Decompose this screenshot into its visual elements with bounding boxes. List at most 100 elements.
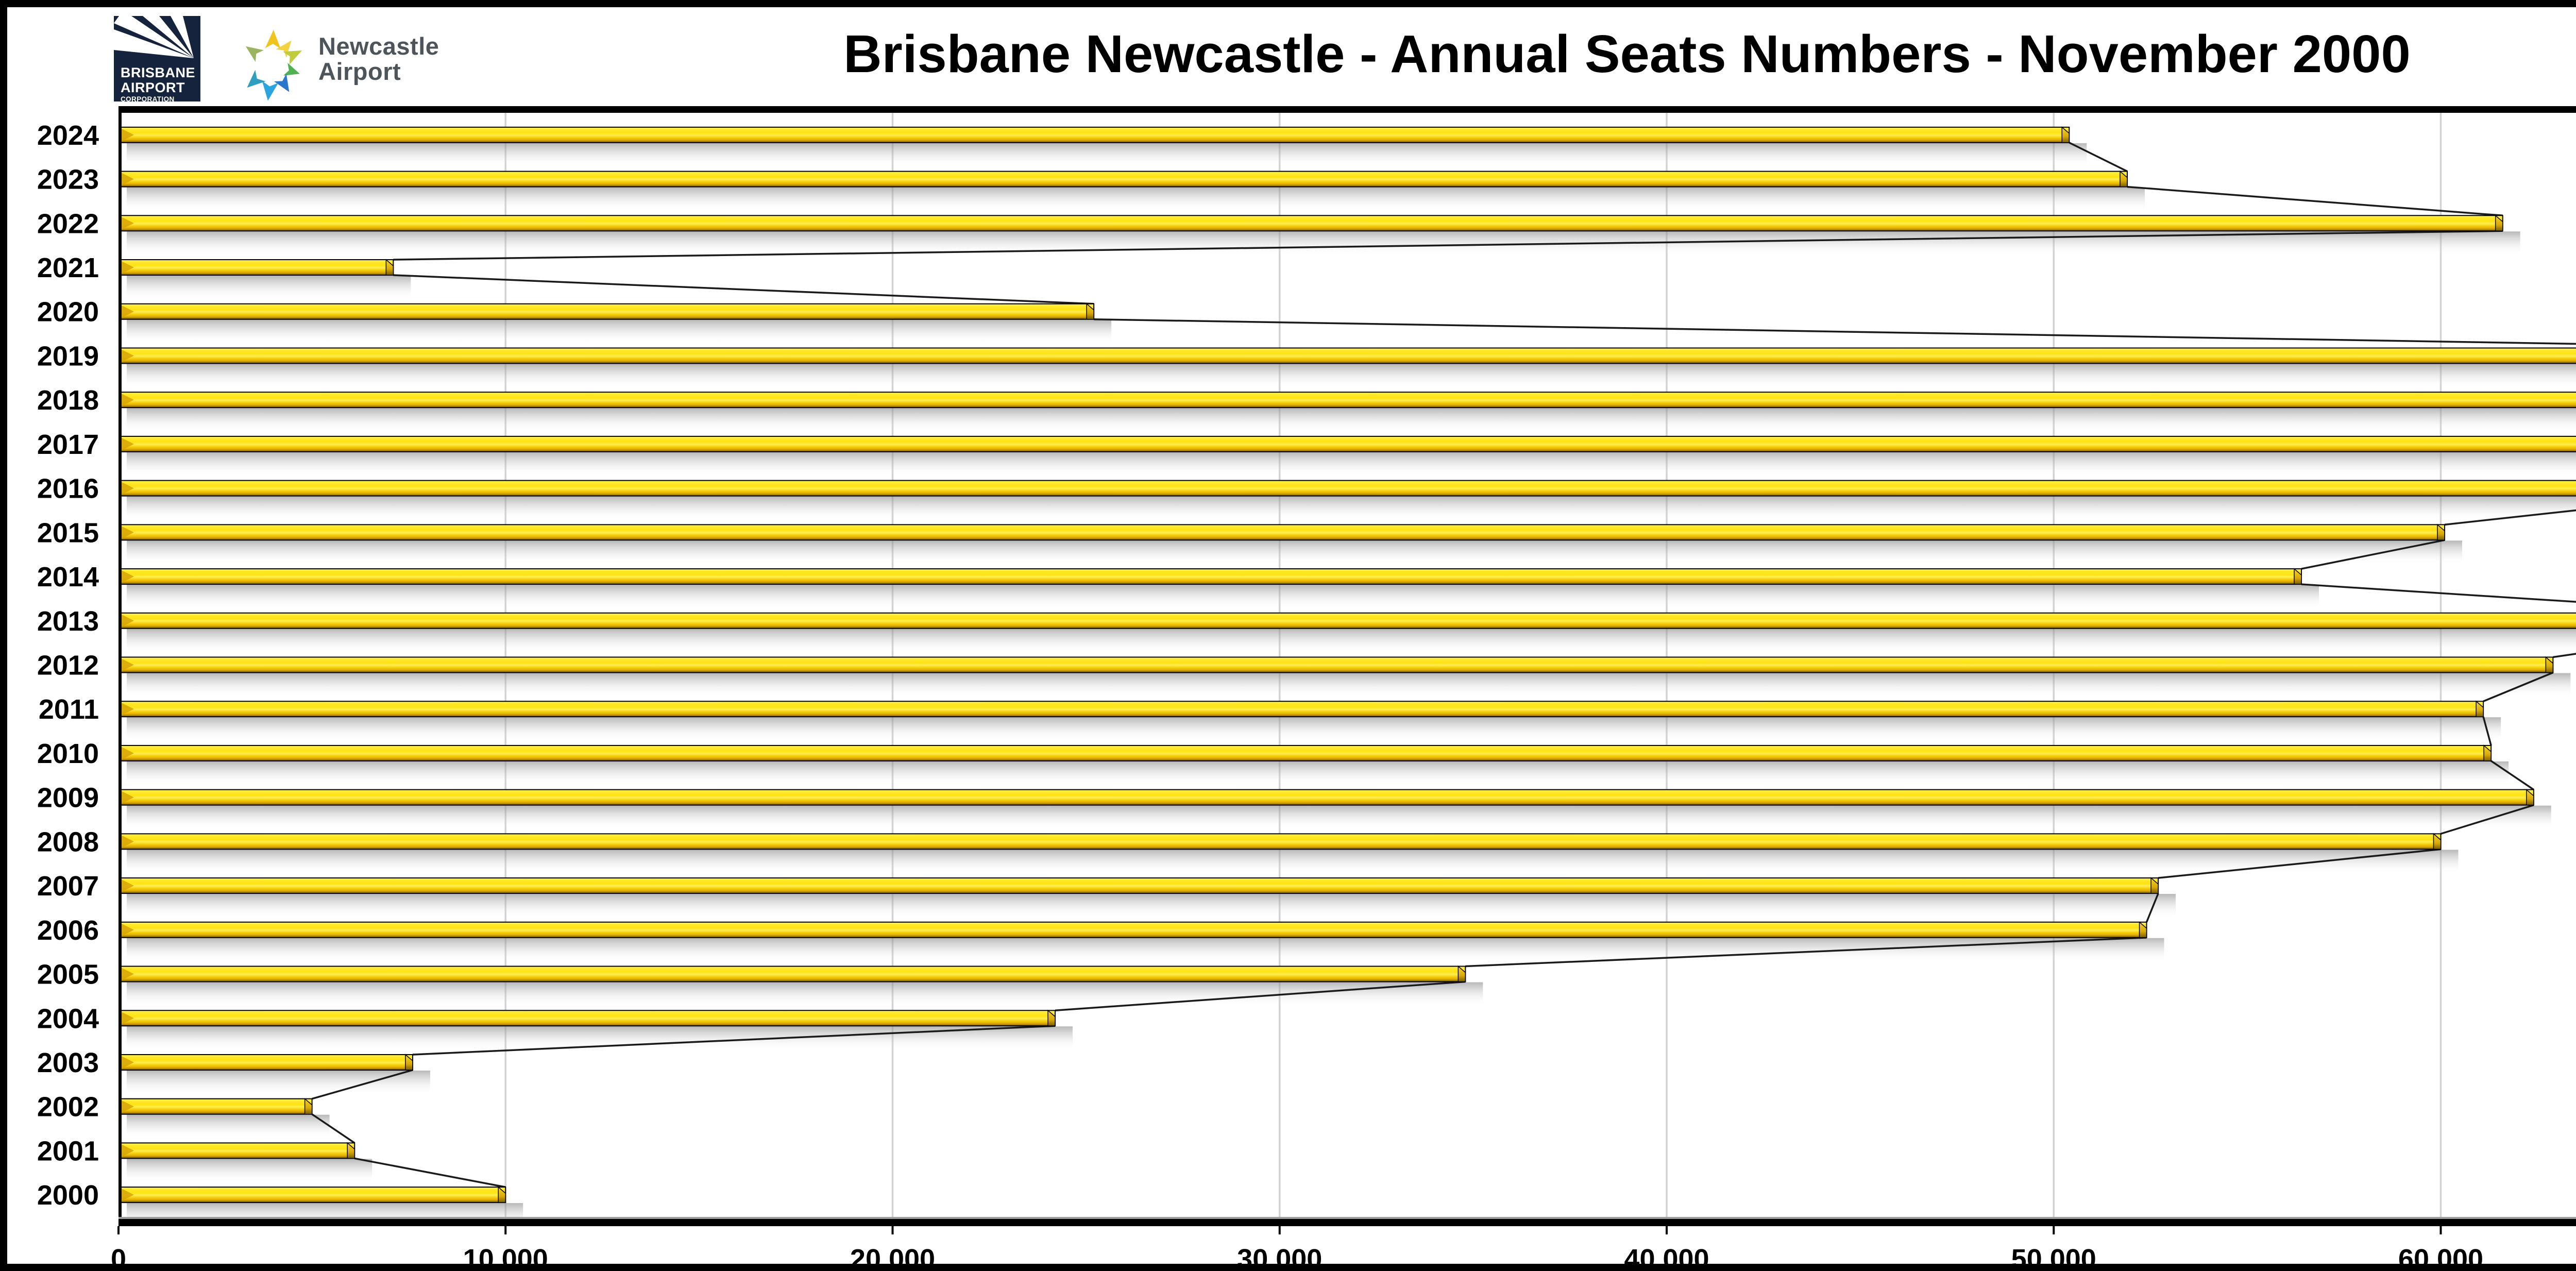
y-category-label-2011: 2011	[39, 694, 99, 725]
header: BRISBANE AIRPORT CORPORATION Newcastle	[7, 7, 2576, 106]
bar-end-cap-2009	[2526, 789, 2534, 806]
bar-row-2021	[120, 259, 394, 276]
y-category-label-2012: 2012	[37, 650, 99, 681]
x-tick-label-30000: 30,000	[1237, 1244, 1322, 1271]
bar-2018	[120, 392, 2576, 409]
x-tick-50000	[2053, 1226, 2055, 1234]
bar-row-2018	[120, 392, 2576, 409]
y-category-label-2019: 2019	[37, 341, 99, 371]
x-axis-line	[118, 1219, 2576, 1226]
connector-2004-2003	[412, 1025, 1056, 1056]
y-category-label-2010: 2010	[37, 738, 99, 769]
bar-left-bevel-2013	[122, 614, 134, 627]
bar-2013	[120, 612, 2576, 629]
bar-2001	[120, 1142, 355, 1159]
bar-left-bevel-2001	[122, 1144, 134, 1157]
bar-left-bevel-2008	[122, 835, 134, 848]
y-category-label-2013: 2013	[37, 606, 99, 637]
bar-2006	[120, 921, 2147, 938]
y-category-label-2021: 2021	[37, 252, 99, 283]
bar-shadow-2012	[127, 673, 2571, 697]
bar-row-2022	[120, 214, 2503, 232]
bar-shadow-2019	[127, 364, 2576, 388]
bar-2014	[120, 568, 2302, 585]
brisbane-logo-text-1: BRISBANE	[121, 65, 196, 80]
bar-left-bevel-2018	[122, 394, 134, 406]
connector-2011-2010	[2482, 716, 2492, 746]
bar-row-2017	[120, 435, 2576, 452]
bar-shadows	[127, 143, 2576, 1227]
bar-end-cap-2024	[2061, 126, 2070, 143]
newcastle-star-icon	[245, 30, 302, 101]
bar-left-bevel-2014	[122, 570, 134, 583]
y-category-label-2008: 2008	[37, 826, 99, 857]
x-tick-label-20000: 20,000	[850, 1244, 935, 1271]
connector-2009-2008	[2440, 804, 2534, 835]
brisbane-logo-text-3: CORPORATION	[121, 95, 175, 103]
y-category-label-2009: 2009	[37, 783, 99, 814]
connector-2015-2014	[2301, 539, 2445, 570]
bar-end-cap-2002	[304, 1098, 313, 1115]
bar-shadow-2021	[127, 276, 411, 300]
bar-end-cap-2023	[2120, 170, 2128, 188]
x-axis-shadow-line	[118, 1217, 2576, 1219]
bar-2009	[120, 789, 2534, 806]
bar-row-2016	[120, 480, 2576, 497]
bar-2016	[120, 480, 2576, 497]
x-tick-20000	[891, 1226, 894, 1234]
connector-2023-2022	[2127, 185, 2503, 217]
bar-shadow-2009	[127, 805, 2551, 829]
bar-end-cap-2010	[2483, 744, 2492, 761]
connector-2002-2001	[311, 1113, 355, 1144]
bar-row-2004	[120, 1009, 1056, 1027]
bar-shadow-2023	[127, 187, 2145, 211]
bar-left-bevel-2003	[122, 1056, 134, 1069]
bar-2021	[120, 259, 394, 276]
bar-shadow-2007	[127, 894, 2176, 918]
bar-row-2019	[120, 347, 2576, 364]
brisbane-airport-logo: BRISBANE AIRPORT CORPORATION	[114, 16, 200, 103]
bar-left-bevel-2017	[122, 437, 134, 450]
plot-top-border	[118, 106, 2576, 113]
bar-row-2006	[120, 921, 2147, 938]
bar-end-cap-2015	[2437, 523, 2445, 541]
y-category-label-2003: 2003	[37, 1047, 99, 1078]
bar-end-cap-2014	[2294, 568, 2302, 585]
bar-2023	[120, 171, 2128, 188]
bar-row-2000	[120, 1186, 506, 1204]
bar-end-cap-2004	[1047, 1009, 1056, 1027]
bar-2022	[120, 215, 2503, 232]
bar-2007	[120, 877, 2159, 894]
y-category-label-2001: 2001	[37, 1136, 99, 1166]
bar-shadow-2015	[127, 540, 2463, 565]
y-axis-line	[118, 113, 122, 1217]
x-tick-40000	[1666, 1226, 1668, 1234]
connector-2006-2005	[1465, 937, 2147, 968]
bar-shadow-2024	[127, 143, 2087, 167]
bar-shadow-2001	[127, 1159, 372, 1183]
bar-left-bevel-2012	[122, 658, 134, 671]
y-category-label-2007: 2007	[37, 871, 99, 902]
connector-2001-2000	[354, 1157, 506, 1188]
bar-2024	[120, 126, 2070, 143]
axis-labels: 010,00020,00030,00040,00050,00060,00070,…	[37, 120, 2483, 1271]
x-tick-60000	[2439, 1226, 2442, 1234]
bar-shadow-2005	[127, 982, 1483, 1006]
bar-left-bevel-2002	[122, 1100, 134, 1113]
x-tick-0	[117, 1226, 120, 1234]
x-tick-label-10000: 10,000	[463, 1244, 548, 1271]
bars	[120, 126, 2576, 1204]
connector-2020-2019	[1094, 318, 2576, 345]
bar-row-2023	[120, 170, 2128, 188]
newcastle-airport-logo: Newcastle Airport	[230, 24, 467, 101]
bar-2004	[120, 1010, 1056, 1027]
bar-end-cap-2020	[1086, 303, 1094, 320]
bar-2002	[120, 1098, 313, 1115]
bar-shadow-2002	[127, 1114, 330, 1139]
connector-2021-2020	[393, 274, 1094, 305]
bar-row-2002	[120, 1098, 313, 1115]
bar-end-cap-2011	[2476, 700, 2484, 717]
bar-end-cap-2008	[2433, 833, 2442, 850]
bar-end-cap-2021	[385, 259, 394, 276]
newcastle-logo-text-2: Airport	[318, 57, 401, 85]
